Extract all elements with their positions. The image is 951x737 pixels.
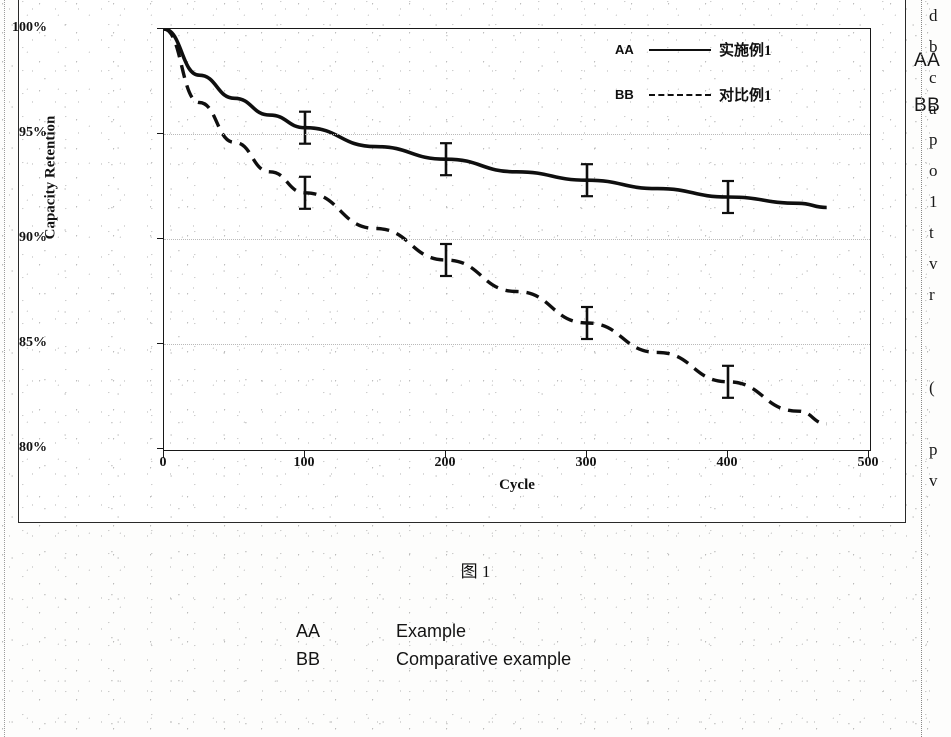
figure-key-legend: AA Example BB Comparative example [296,618,571,674]
adjacent-column-line: b [929,31,951,62]
legend-swatch-solid [649,44,711,56]
legend-item-bb: BB 对比例1 [615,84,772,105]
figure-caption: 图 1 [0,557,951,582]
x-tick-mark [304,451,305,458]
legend-label-bb: 对比例1 [719,84,772,105]
left-margin-rule [4,0,5,737]
gridline [164,134,870,135]
column-rule [921,0,922,737]
x-axis-title: Cycle [163,477,871,494]
x-tick-mark [163,451,164,458]
y-tick-label: 85% [0,335,47,351]
adjacent-column-line: p [929,434,951,465]
adjacent-column-line: 1 [929,186,951,217]
key-text-aa: Example [396,618,466,646]
legend-swatch-dashed [649,89,711,101]
legend-label-aa: 实施例1 [719,39,772,60]
key-row-aa: AA Example [296,618,571,646]
adjacent-column-line [929,310,951,341]
chart-legend: AA 实施例1 BB 对比例1 [615,39,772,105]
adjacent-column-line [929,589,951,620]
gridline [164,239,870,240]
adjacent-column-line [929,403,951,434]
adjacent-column-line: v [929,465,951,496]
adjacent-column-line [929,620,951,651]
legend-item-aa: AA 实施例1 [615,39,772,60]
adjacent-column-line [929,682,951,713]
adjacent-column-line: c [929,62,951,93]
figure-frame: Capacity_Retention Capacity Retention 10… [18,0,906,523]
adjacent-column-line: p [929,124,951,155]
adjacent-column-line: ( [929,372,951,403]
adjacent-column-line [929,713,951,737]
adjacent-column-line: v [929,248,951,279]
gridline [164,344,870,345]
y-tick-label: 90% [0,230,47,246]
x-tick-mark [727,451,728,458]
y-tick-label: 95% [0,125,47,141]
legend-tag-bb: BB [615,87,649,102]
adjacent-column-line: o [929,155,951,186]
legend-tag-aa: AA [615,42,649,57]
adjacent-column-line [929,341,951,372]
key-text-bb: Comparative example [396,646,571,674]
y-tick-label: 80% [0,440,47,456]
adjacent-column-line: t [929,217,951,248]
adjacent-column-line [929,558,951,589]
adjacent-column-line [929,527,951,558]
x-tick-mark [586,451,587,458]
adjacent-column-line: r [929,279,951,310]
x-tick-mark [445,451,446,458]
adjacent-column-line: a [929,93,951,124]
adjacent-column-text: dbcapo1tvr(pv [929,0,951,737]
key-row-bb: BB Comparative example [296,646,571,674]
y-tick-label: 100% [0,20,47,36]
adjacent-column-line: d [929,0,951,31]
adjacent-column-line [929,496,951,527]
key-tag-bb: BB [296,646,396,674]
x-tick-mark [868,451,869,458]
y-axis-title: Capacity Retention [43,28,60,328]
key-tag-aa: AA [296,618,396,646]
adjacent-column-line [929,651,951,682]
